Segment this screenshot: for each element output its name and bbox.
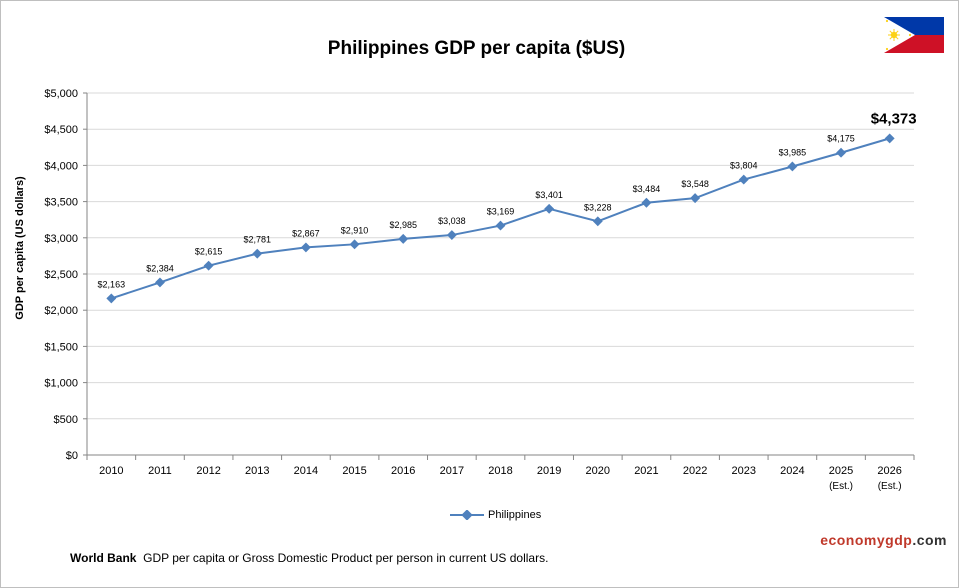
brand-name: economygdp xyxy=(820,532,913,548)
x-tick-label: 2023 xyxy=(731,465,755,477)
x-tick-label: 2017 xyxy=(440,465,464,477)
data-point xyxy=(738,174,749,185)
data-point xyxy=(252,248,263,259)
data-label: $3,484 xyxy=(633,184,661,194)
data-label: $2,384 xyxy=(146,263,174,273)
y-tick-label: $1,500 xyxy=(44,341,78,353)
data-point xyxy=(300,242,311,253)
source-description: GDP per capita or Gross Domestic Product… xyxy=(143,551,549,565)
x-tick-label: 2015 xyxy=(342,465,366,477)
x-tick-sublabel: (Est.) xyxy=(829,481,853,492)
y-tick-label: $4,000 xyxy=(44,160,78,172)
data-point xyxy=(446,230,457,240)
x-tick-label: 2020 xyxy=(586,465,610,477)
data-label: $2,615 xyxy=(195,247,223,257)
data-point xyxy=(106,293,117,304)
y-tick-label: $3,000 xyxy=(44,233,78,245)
x-tick-label: 2011 xyxy=(148,465,172,477)
y-tick-label: $5,000 xyxy=(44,88,78,100)
data-label-highlight: $4,373 xyxy=(871,110,917,127)
chart-title: Philippines GDP per capita ($US) xyxy=(327,38,626,59)
data-label: $3,804 xyxy=(730,161,758,171)
data-point xyxy=(203,260,214,271)
grid-lines xyxy=(87,92,914,456)
x-tick-label: 2024 xyxy=(780,465,804,477)
series-philippines xyxy=(106,133,895,304)
data-label: $2,985 xyxy=(389,220,417,230)
axes: $0 $500 $1,000 $1,500 $2,000 $2,500 $3,000 $3,5… xyxy=(44,88,915,492)
source-name: World Bank xyxy=(70,551,137,565)
y-tick-label: $2,000 xyxy=(44,305,78,317)
x-tick-label: 2012 xyxy=(196,465,220,477)
source-footnote: World Bank GDP per capita or Gross Domes… xyxy=(70,551,548,565)
data-label: $3,169 xyxy=(487,207,515,217)
y-tick-label: $1,000 xyxy=(44,378,78,390)
data-point xyxy=(495,220,506,231)
legend: Philippines xyxy=(450,509,541,521)
data-label: $3,548 xyxy=(681,179,709,189)
y-tick-label: $4,500 xyxy=(44,124,78,136)
x-tick-label: 2014 xyxy=(294,465,318,477)
x-tick-label: 2013 xyxy=(245,465,269,477)
data-point xyxy=(836,147,846,158)
x-tick-label: 2022 xyxy=(683,465,707,477)
data-label: $2,163 xyxy=(98,279,126,289)
data-label: $3,038 xyxy=(438,216,466,226)
legend-label: Philippines xyxy=(488,509,542,521)
legend-marker xyxy=(450,510,484,520)
brand-tld: .com xyxy=(912,532,947,548)
data-label: $3,401 xyxy=(535,190,563,200)
x-tick-label: 2019 xyxy=(537,465,561,477)
data-label: $3,985 xyxy=(779,147,807,157)
data-labels: $2,163 $2,384 $2,615 $2,781 $2,867 $2,910 $2,9… xyxy=(98,110,917,289)
x-tick-label: 2016 xyxy=(391,465,415,477)
data-point xyxy=(398,233,409,244)
y-tick-label: $3,500 xyxy=(44,197,78,209)
x-tick-label: 2010 xyxy=(99,465,123,477)
data-point xyxy=(592,216,603,227)
data-label: $2,867 xyxy=(292,228,320,238)
data-point xyxy=(690,193,701,204)
data-point xyxy=(544,203,555,214)
brand-watermark: economygdp.com xyxy=(820,532,947,548)
x-tick-label: 2018 xyxy=(488,465,512,477)
data-point xyxy=(787,161,798,172)
data-label: $4,175 xyxy=(827,134,855,144)
data-label: $2,910 xyxy=(341,225,369,235)
x-tick-sublabel: (Est.) xyxy=(878,481,902,492)
y-tick-label: $500 xyxy=(54,414,78,426)
data-label: $2,781 xyxy=(243,235,271,245)
data-point xyxy=(884,133,895,144)
x-tick-label: 2026 xyxy=(877,465,901,477)
data-point xyxy=(155,277,165,288)
data-label: $3,228 xyxy=(584,202,612,212)
y-tick-label: $0 xyxy=(66,450,78,462)
x-tick-label: 2021 xyxy=(634,465,658,477)
y-tick-label: $2,500 xyxy=(44,269,78,281)
data-point xyxy=(349,239,360,250)
x-tick-label: 2025 xyxy=(829,465,853,477)
philippines-flag-icon xyxy=(884,17,944,53)
data-point xyxy=(641,197,652,208)
